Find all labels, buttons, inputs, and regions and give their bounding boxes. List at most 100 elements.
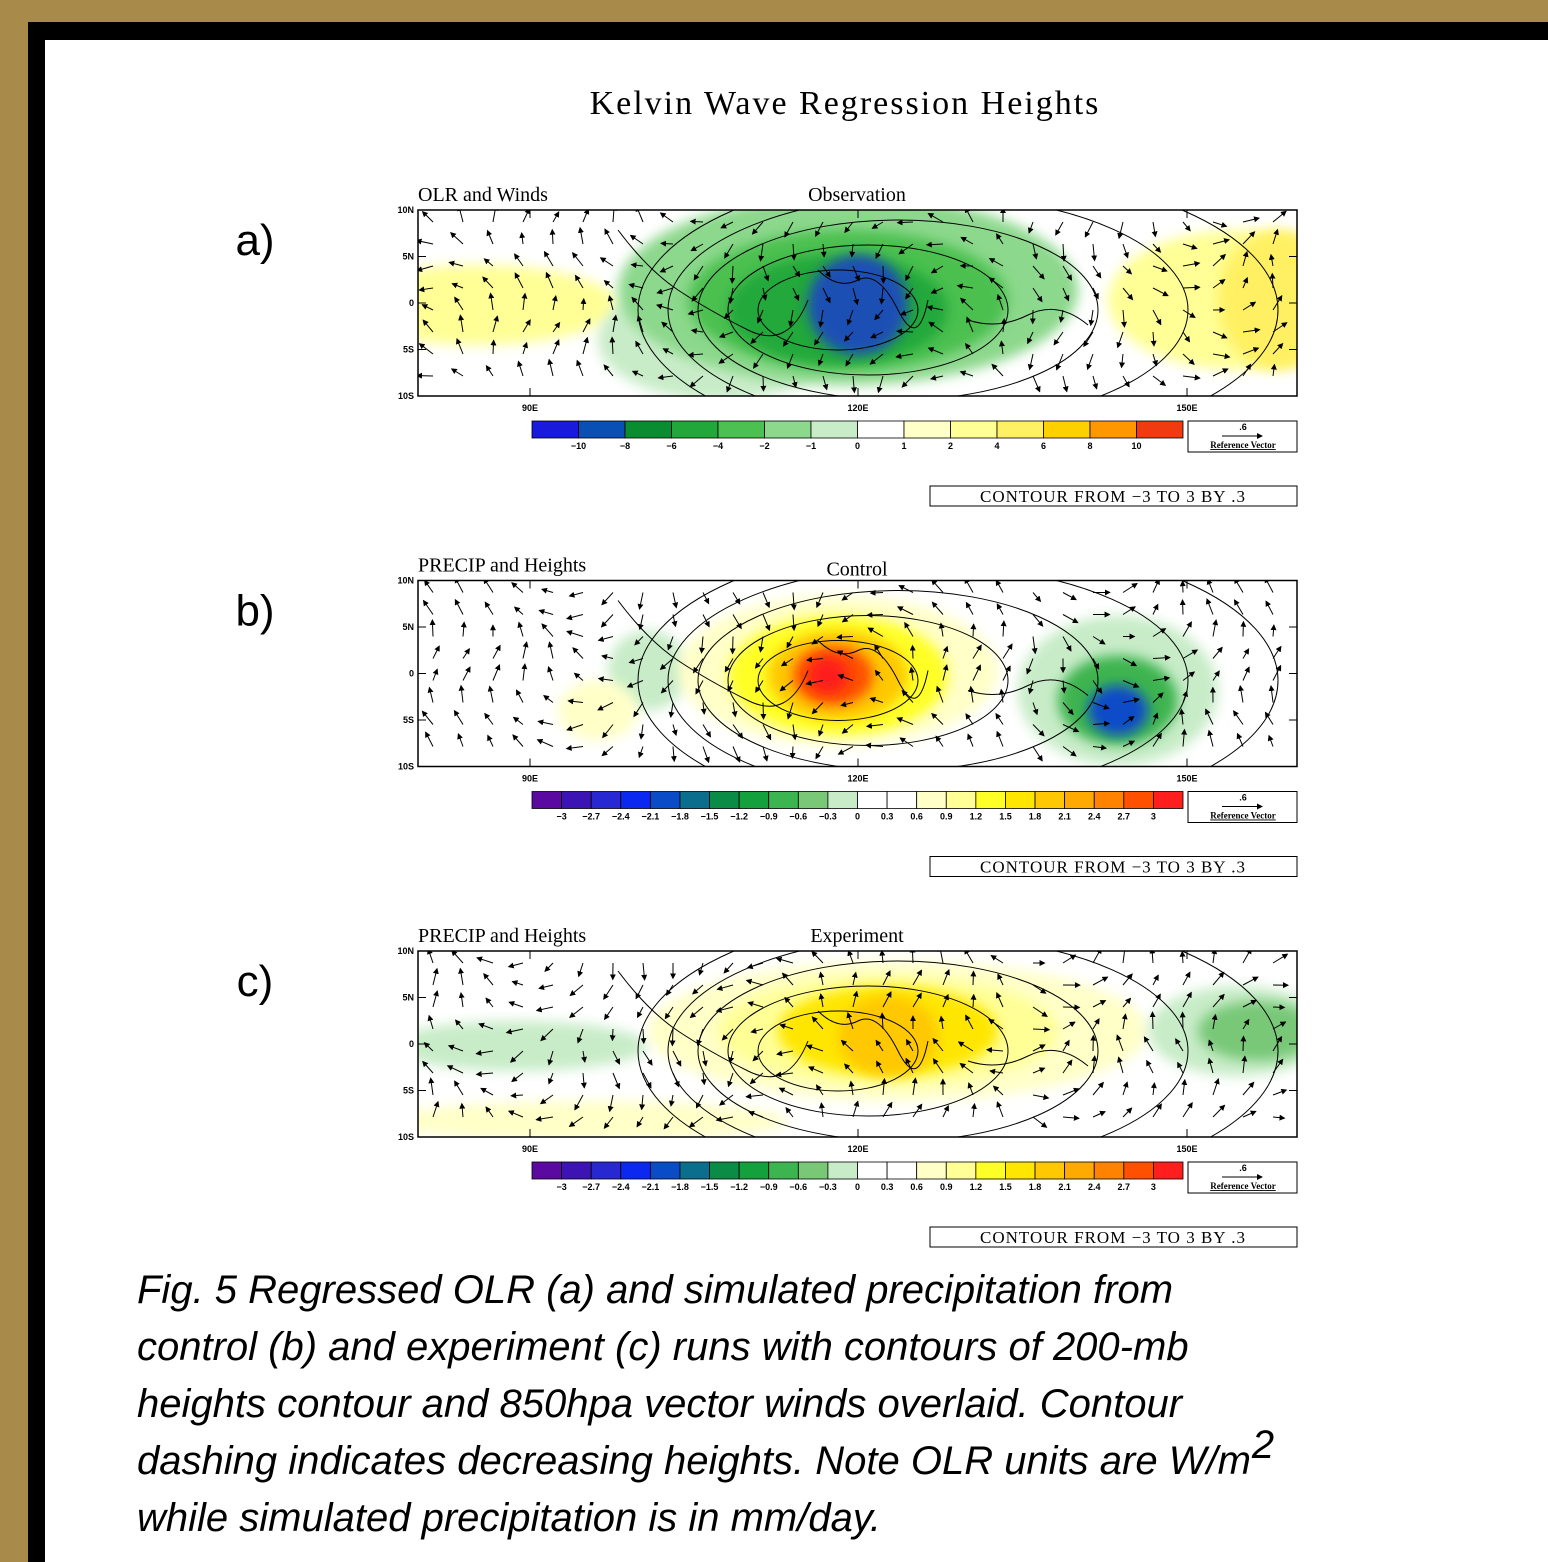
wind-vector <box>426 732 433 746</box>
shading <box>808 255 908 355</box>
wind-vector <box>1093 266 1101 278</box>
wind-vector <box>481 1088 493 1095</box>
caption-line: control (b) and experiment (c) runs with… <box>137 1325 1189 1369</box>
wind-vector <box>553 340 559 354</box>
caption-superscript: 2 <box>1251 1423 1274 1467</box>
wind-vector <box>1153 1104 1161 1117</box>
colorbar-label: 3 <box>1151 812 1156 822</box>
shading <box>558 681 638 741</box>
colorbar-label: 1 <box>901 441 906 451</box>
wind-vector <box>1091 310 1093 325</box>
wind-vector <box>703 725 710 737</box>
wind-vector <box>1271 686 1273 703</box>
wind-vector <box>631 235 643 244</box>
colorbar-label: 1.8 <box>1029 812 1042 822</box>
wind-vector <box>997 604 1003 614</box>
colorbar-label: 0.6 <box>910 812 923 822</box>
wind-vector <box>992 364 1003 376</box>
wind-vector <box>484 974 493 985</box>
wind-vector <box>1273 1117 1284 1118</box>
wind-vector <box>1209 731 1213 747</box>
wind-vector <box>973 971 974 985</box>
wind-vector <box>486 998 493 1007</box>
panel-left-title: PRECIP and Heights <box>418 925 586 947</box>
colorbar-label: 1.2 <box>970 812 983 822</box>
wind-vector <box>569 593 583 597</box>
wind-vector <box>1213 972 1224 985</box>
wind-vector <box>1153 579 1159 592</box>
wind-vector <box>417 241 433 244</box>
wind-vector <box>733 747 740 762</box>
lat-label: 5N <box>402 993 414 1003</box>
wind-vector <box>936 736 943 746</box>
colorbar-label: −0.9 <box>760 1182 778 1192</box>
wind-vector <box>1234 711 1243 725</box>
wind-vector <box>1003 621 1004 636</box>
wind-vector <box>493 645 500 658</box>
colorbar-box <box>680 792 710 809</box>
wind-vector <box>700 963 703 975</box>
colorbar-label: −6 <box>666 441 676 451</box>
wind-vector <box>1273 625 1274 636</box>
wind-vector <box>1243 1082 1254 1095</box>
colorbar-box <box>562 1162 592 1179</box>
colorbar-box <box>1137 421 1184 438</box>
colorbar-label: 0 <box>855 812 860 822</box>
wind-vector <box>424 601 433 615</box>
colorbar-label: 1.5 <box>999 1182 1012 1192</box>
wind-vector <box>602 747 613 756</box>
reference-label: Reference Vector <box>1210 811 1276 821</box>
lat-label: 5S <box>403 1086 414 1096</box>
wind-vector <box>724 963 733 973</box>
wind-vector <box>605 1007 613 1019</box>
wind-vector <box>1153 975 1158 985</box>
lon-label: 90E <box>522 774 538 784</box>
colorbar-label: 2.7 <box>1118 1182 1131 1192</box>
colorbar-box <box>828 1162 858 1179</box>
colorbar-box <box>1005 1162 1035 1179</box>
wind-vector <box>599 637 613 641</box>
wind-vector <box>1153 222 1155 236</box>
wind-vector <box>583 338 587 354</box>
colorbar-label: −2.1 <box>641 812 659 822</box>
wind-vector <box>425 580 433 592</box>
wind-vector <box>1183 376 1200 378</box>
colorbar-box <box>621 792 651 809</box>
wind-vector <box>579 963 583 976</box>
wind-vector <box>514 717 523 724</box>
colorbar-box <box>858 1162 888 1179</box>
wind-vector <box>1183 972 1190 985</box>
colorbar-box <box>650 792 680 809</box>
wind-vector <box>431 1078 433 1095</box>
colorbar-label: 0.6 <box>910 1182 923 1192</box>
wind-vector <box>477 1073 493 1074</box>
wind-vector <box>449 262 463 266</box>
wind-vector <box>459 206 463 222</box>
wind-vector <box>1183 1103 1192 1117</box>
page: Kelvin Wave Regression Heights a)OLR and… <box>0 0 1548 1562</box>
reference-label: Reference Vector <box>1210 1181 1276 1191</box>
wind-vector <box>537 1007 553 1011</box>
colorbar-label: −3 <box>556 1182 566 1192</box>
wind-vector <box>1243 649 1249 659</box>
wind-vector <box>452 951 463 963</box>
wind-vector <box>485 602 493 614</box>
wind-vector <box>512 583 523 593</box>
lat-label: 10N <box>397 576 414 586</box>
figure-title: Kelvin Wave Regression Heights <box>590 85 1101 122</box>
wind-vector <box>643 1073 651 1088</box>
wind-vector <box>667 985 673 995</box>
wind-vector <box>899 586 913 593</box>
wind-vector <box>433 669 437 680</box>
wind-vector <box>853 1101 858 1117</box>
caption-line: Fig. 5 Regressed OLR (a) and simulated p… <box>137 1268 1173 1312</box>
colorbar-label: 0.9 <box>940 1182 953 1192</box>
lon-label: 150E <box>1176 403 1197 413</box>
colorbar-box <box>1005 792 1035 809</box>
wind-vector <box>1093 977 1108 985</box>
wind-vector <box>458 734 463 747</box>
wind-vector <box>1093 244 1095 260</box>
wind-vector <box>1063 615 1078 623</box>
colorbar-label: 0 <box>855 441 860 451</box>
